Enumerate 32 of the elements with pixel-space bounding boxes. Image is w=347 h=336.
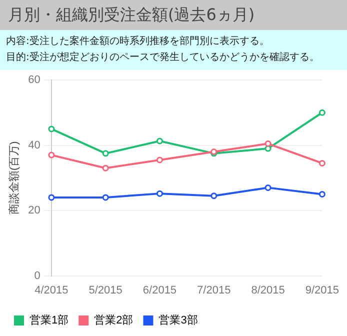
point xyxy=(156,138,163,144)
point xyxy=(318,190,326,198)
point xyxy=(102,150,109,157)
point xyxy=(48,194,55,201)
legend-label: 営業1部 xyxy=(30,314,69,327)
point xyxy=(48,126,55,132)
x-tick-label: 6/2015 xyxy=(142,284,177,296)
legend-label: 営業2部 xyxy=(94,314,134,327)
point xyxy=(264,184,272,191)
text: 内容:受注した案件金額の時系列推移を部門別に表示する。 xyxy=(6,34,270,49)
point xyxy=(318,160,326,166)
point xyxy=(210,192,218,200)
y-tick-label: 60 xyxy=(28,74,40,86)
y-tick-label: 40 xyxy=(28,139,40,152)
x-tick-label: 8/2015 xyxy=(251,284,285,296)
x-tick-label: 9/2015 xyxy=(305,284,340,296)
point xyxy=(264,140,272,147)
point xyxy=(102,194,109,201)
point xyxy=(156,190,163,197)
point xyxy=(156,156,163,164)
x-tick-label: 4/2015 xyxy=(34,284,68,296)
point xyxy=(102,164,109,172)
y-axis-title: 商談金額(百万) xyxy=(8,141,21,215)
text: 目的:受注が想定どおりのペースで発生しているかどうかを確認する。 xyxy=(6,50,320,65)
y-tick-label: 20 xyxy=(28,204,40,217)
chart-title: 月別・組織別受注金額(過去6ヵ月) xyxy=(0,0,347,30)
x-tick-label: 7/2015 xyxy=(197,284,231,296)
point xyxy=(48,152,55,158)
point xyxy=(318,109,326,116)
legend-label: 営業3部 xyxy=(158,314,198,327)
x-tick-label: 5/2015 xyxy=(88,284,122,296)
y-tick-label: 0 xyxy=(34,270,40,282)
